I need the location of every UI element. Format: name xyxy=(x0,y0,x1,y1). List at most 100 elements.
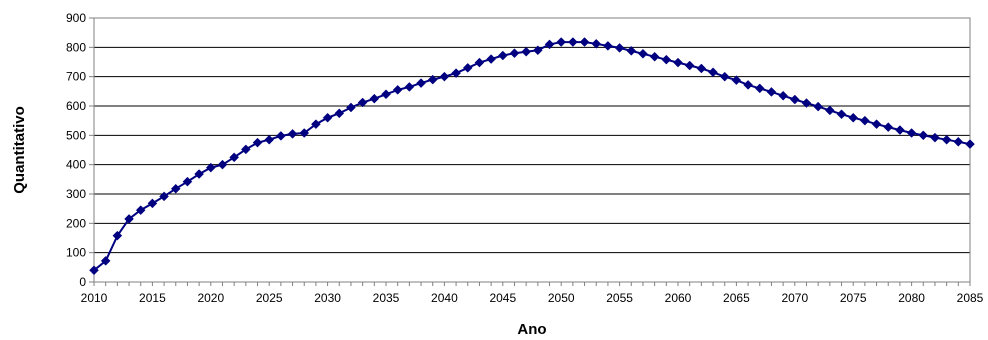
data-point xyxy=(544,39,555,50)
data-point xyxy=(264,134,275,145)
data-point xyxy=(124,214,134,224)
data-point xyxy=(474,57,485,68)
data-point xyxy=(194,169,204,179)
data-point xyxy=(509,48,520,59)
data-point xyxy=(719,71,730,82)
data-point xyxy=(299,128,310,138)
x-tick-label: 2085 xyxy=(957,291,984,305)
y-tick-label: 300 xyxy=(66,187,86,201)
data-point xyxy=(731,75,742,86)
data-point xyxy=(381,89,391,100)
data-point xyxy=(941,134,952,145)
x-axis-title: Ano xyxy=(517,321,546,338)
data-point xyxy=(684,60,695,71)
data-point xyxy=(416,78,426,88)
y-tick-label: 800 xyxy=(66,40,86,54)
x-tick-label: 2040 xyxy=(431,291,458,305)
data-point xyxy=(112,230,123,241)
x-tick-label: 2080 xyxy=(898,291,925,305)
y-tick-label: 100 xyxy=(66,246,86,260)
data-point xyxy=(708,67,718,78)
data-point xyxy=(334,108,345,119)
data-point xyxy=(486,54,496,64)
x-tick-label: 2060 xyxy=(665,291,692,305)
data-point xyxy=(229,152,240,163)
data-point xyxy=(614,43,625,53)
data-point xyxy=(883,122,894,132)
data-point xyxy=(953,136,964,147)
data-point xyxy=(217,159,228,170)
data-point xyxy=(568,37,578,47)
data-point xyxy=(591,38,602,49)
x-tick-label: 2045 xyxy=(489,291,516,305)
x-tick-label: 2065 xyxy=(723,291,750,305)
x-tick-label: 2050 xyxy=(548,291,575,305)
series-layer xyxy=(89,37,975,276)
data-point xyxy=(159,191,169,202)
data-point xyxy=(556,37,567,47)
data-point xyxy=(427,74,438,85)
data-point xyxy=(451,68,461,79)
data-point xyxy=(369,93,380,104)
data-point xyxy=(673,57,683,68)
data-point xyxy=(906,128,917,138)
data-point xyxy=(404,82,415,92)
x-tick-label: 2025 xyxy=(256,291,283,305)
data-point xyxy=(135,205,146,215)
series-line xyxy=(93,41,971,272)
y-tick-label: 400 xyxy=(66,158,86,172)
data-point xyxy=(276,131,286,141)
data-point xyxy=(521,46,532,57)
data-point xyxy=(170,183,181,194)
data-point xyxy=(626,45,637,56)
data-point xyxy=(965,139,975,149)
data-point xyxy=(848,112,859,123)
data-point xyxy=(462,63,473,73)
x-tick-label: 2070 xyxy=(781,291,808,305)
x-tick-label: 2075 xyxy=(840,291,867,305)
data-point xyxy=(813,101,824,112)
y-tick-label: 500 xyxy=(66,128,86,142)
data-point xyxy=(322,112,333,123)
data-point xyxy=(346,102,356,113)
data-point xyxy=(789,94,800,105)
x-axis-ticks: 2010 2015 2020 2025 2030 2035 2040 2045 2050 2055… xyxy=(81,282,984,305)
data-point xyxy=(649,51,660,62)
data-point xyxy=(147,198,158,209)
data-point xyxy=(392,85,403,95)
data-point xyxy=(743,80,753,90)
data-point xyxy=(311,119,321,130)
x-tick-label: 2055 xyxy=(606,291,633,305)
grid-lines xyxy=(94,17,970,283)
data-point xyxy=(252,137,263,148)
x-tick-label: 2035 xyxy=(373,291,400,305)
y-axis-ticks: 0 100 200 300 400 500 600 700 800 900 xyxy=(66,11,94,289)
data-point xyxy=(638,48,648,59)
data-point xyxy=(603,41,613,51)
data-point xyxy=(661,54,672,65)
y-tick-label: 0 xyxy=(79,275,86,289)
data-point xyxy=(182,176,193,187)
data-point xyxy=(579,37,590,47)
data-point xyxy=(895,125,905,135)
data-point xyxy=(778,90,788,101)
data-point xyxy=(801,98,812,108)
y-tick-label: 200 xyxy=(66,216,86,230)
data-point xyxy=(824,105,835,116)
data-point xyxy=(439,71,450,82)
data-point xyxy=(89,265,99,276)
data-point xyxy=(836,109,847,120)
y-tick-label: 700 xyxy=(66,70,86,84)
data-point xyxy=(918,130,929,141)
data-point xyxy=(100,256,111,266)
data-point xyxy=(766,87,777,97)
data-point xyxy=(696,63,707,74)
data-point xyxy=(860,115,870,126)
data-point xyxy=(240,144,251,155)
plot-area-frame xyxy=(93,17,971,283)
x-tick-label: 2020 xyxy=(197,291,224,305)
y-tick-label: 900 xyxy=(66,11,86,25)
data-point xyxy=(287,129,298,139)
data-point xyxy=(532,45,543,56)
data-point xyxy=(205,162,216,173)
